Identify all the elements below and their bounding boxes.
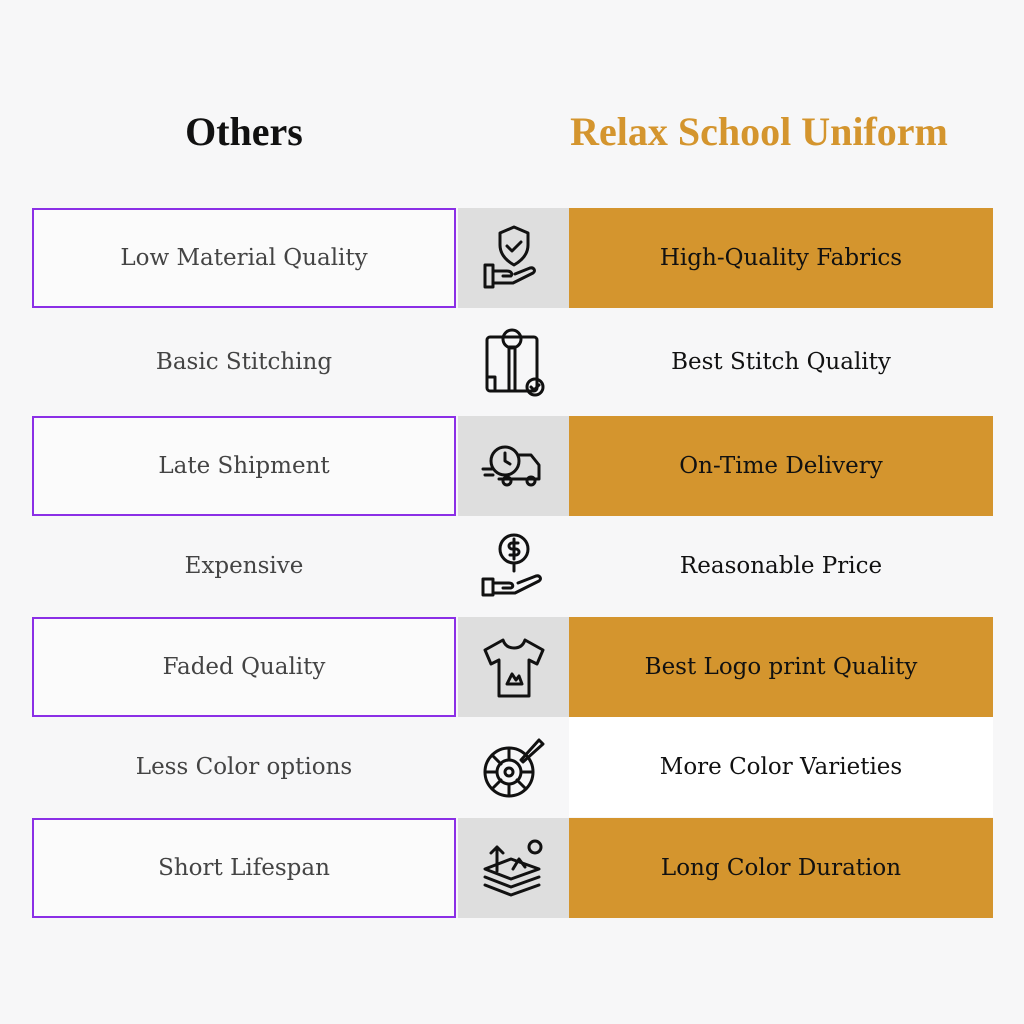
comparison-row: Basic Stitching Best Stitch Quality bbox=[32, 312, 993, 412]
shield-hand-icon bbox=[483, 225, 536, 289]
comparison-row: Low Material Quality High-Quality Fabric… bbox=[32, 208, 993, 308]
others-cell: Faded Quality bbox=[32, 617, 456, 717]
comparison-row: Late Shipment On-Time Delivery bbox=[32, 416, 993, 516]
comparison-row: Less Color options More Color Varieties bbox=[32, 717, 993, 817]
ours-cell: Best Logo print Quality bbox=[569, 617, 993, 717]
delivery-truck-clock-icon bbox=[481, 445, 540, 487]
ours-cell: Long Color Duration bbox=[569, 818, 993, 918]
others-cell: Short Lifespan bbox=[32, 818, 456, 918]
comparison-row: Faded Quality Best Logo print Quality bbox=[32, 617, 993, 717]
ours-cell: Best Stitch Quality bbox=[671, 349, 891, 375]
others-cell: Basic Stitching bbox=[155, 349, 333, 375]
others-heading: Others bbox=[185, 109, 303, 154]
color-wheel-icon bbox=[483, 738, 544, 798]
brand-heading: Relax School Uniform bbox=[570, 109, 948, 154]
tshirt-logo-icon bbox=[483, 638, 544, 698]
shirt-check-icon bbox=[485, 328, 544, 397]
comparison-row: Short Lifespan Long Color Duration bbox=[32, 818, 993, 918]
layers-arrow-icon bbox=[483, 839, 542, 897]
others-cell: Late Shipment bbox=[32, 416, 456, 516]
others-cell: Low Material Quality bbox=[32, 208, 456, 308]
dollar-hand-icon bbox=[481, 533, 542, 597]
ours-cell: High-Quality Fabrics bbox=[569, 208, 993, 308]
comparison-row: Expensive Reasonable Price bbox=[32, 516, 993, 616]
others-cell: Expensive bbox=[184, 553, 304, 579]
ours-cell: On-Time Delivery bbox=[569, 416, 993, 516]
ours-cell: More Color Varieties bbox=[569, 717, 993, 817]
ours-cell: Reasonable Price bbox=[679, 553, 883, 579]
others-cell: Less Color options bbox=[135, 754, 353, 780]
